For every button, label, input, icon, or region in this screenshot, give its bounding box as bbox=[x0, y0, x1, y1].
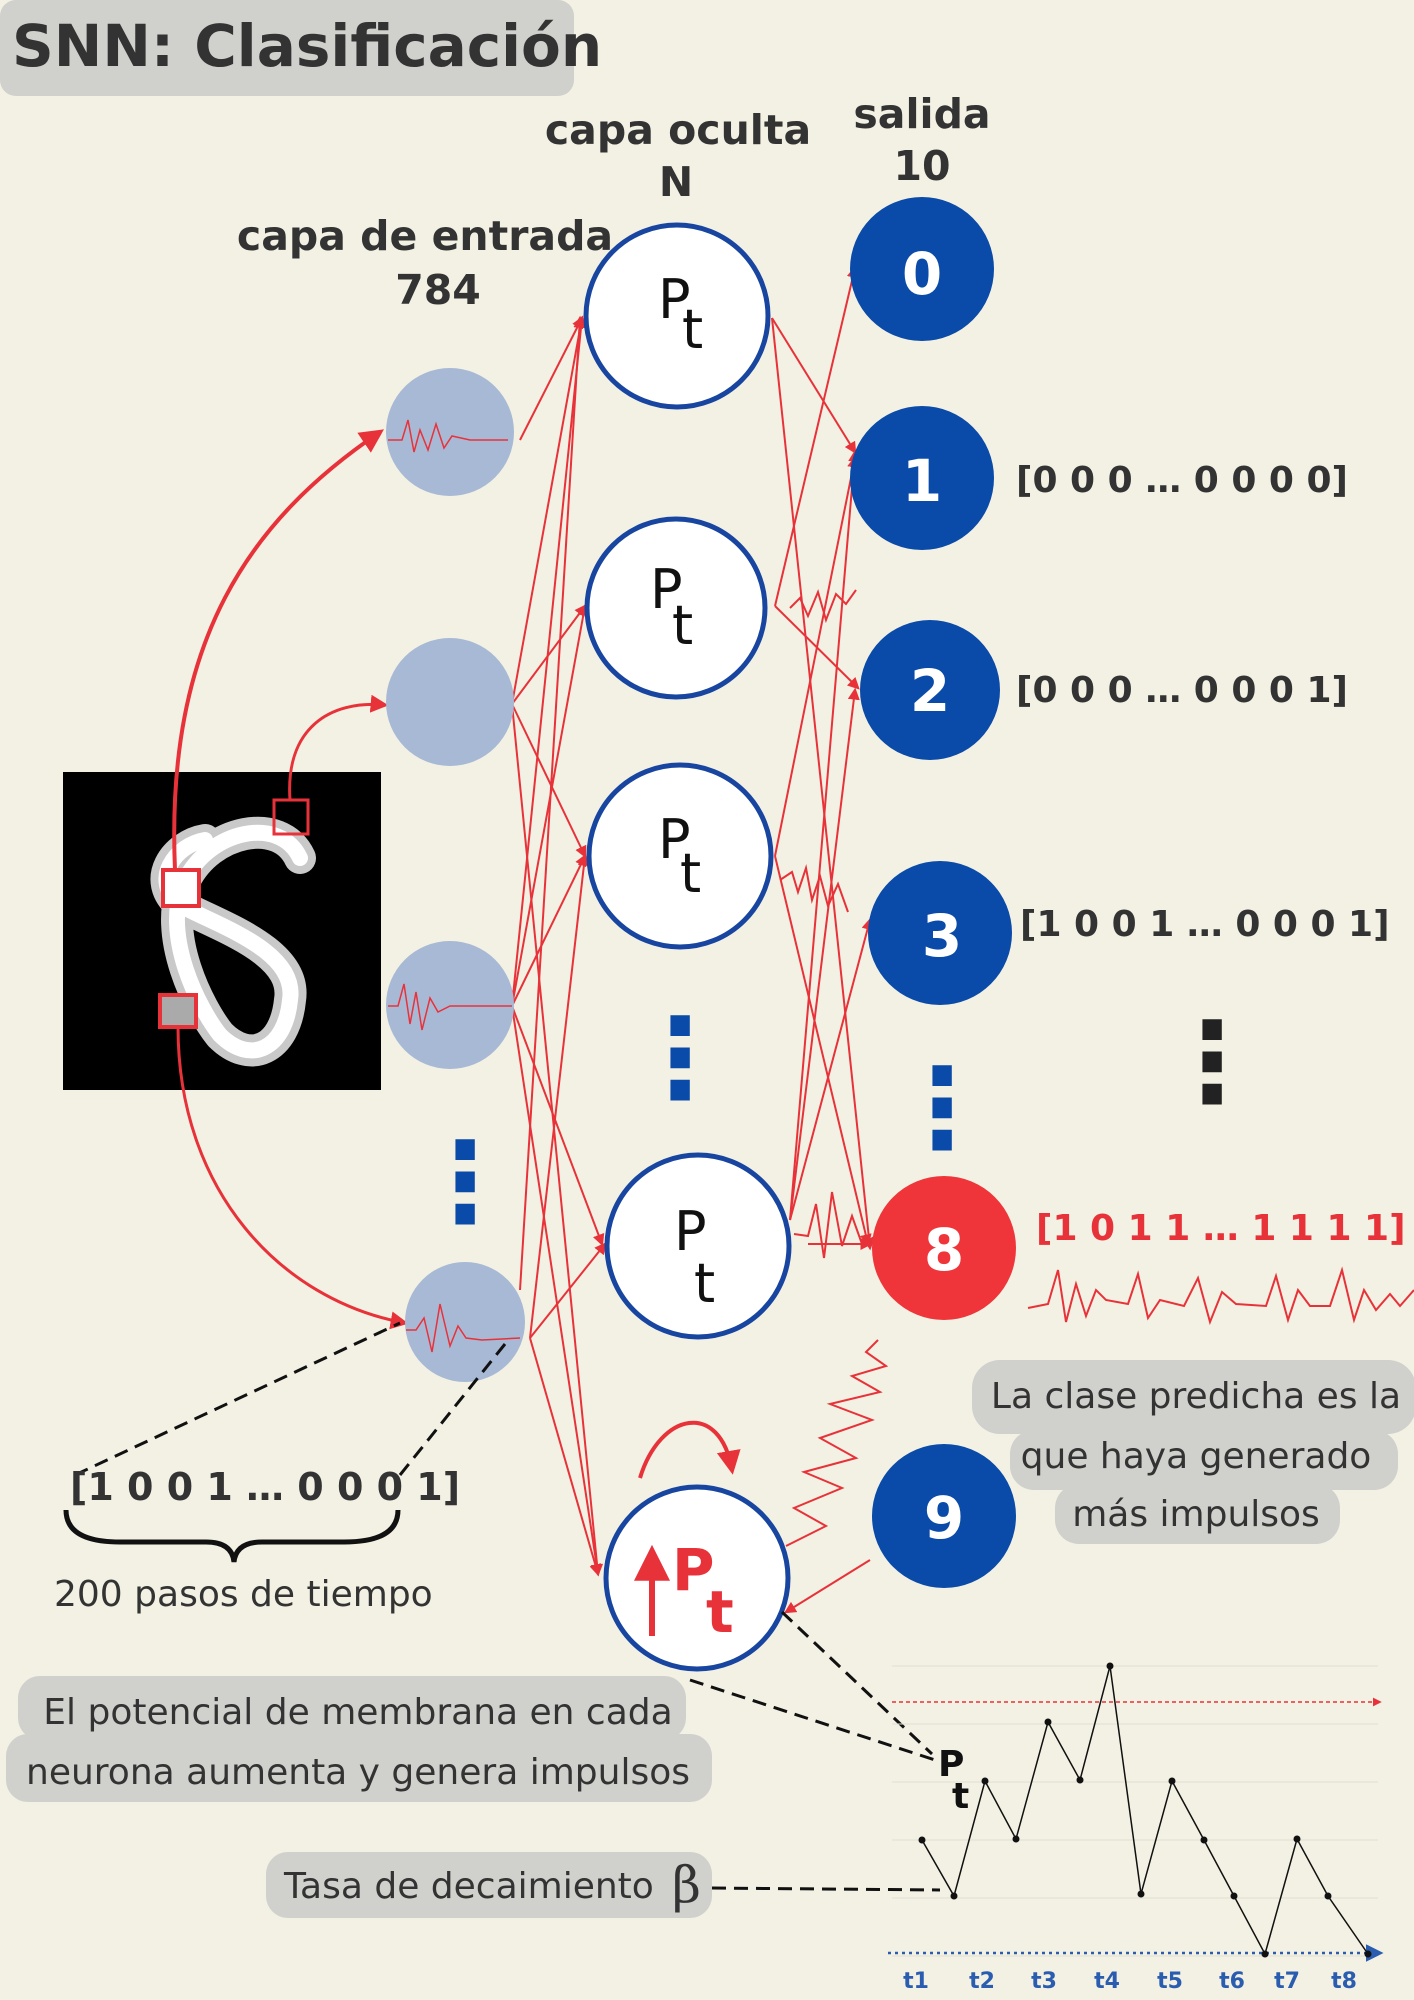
plot-label: P bbox=[938, 1744, 964, 1785]
output-neurons: 0 1 2 3 8 9 bbox=[850, 197, 1016, 1588]
membrane-potential-plot: P t t1 t2 t3 t4 t5 t6 t7 t8 bbox=[888, 1662, 1384, 1994]
output-neuron-2 bbox=[860, 620, 1000, 760]
svg-text:9: 9 bbox=[924, 1484, 964, 1552]
svg-text:P: P bbox=[674, 1200, 707, 1263]
time-tick: t3 bbox=[1031, 1969, 1057, 1994]
time-tick: t8 bbox=[1331, 1969, 1357, 1994]
svg-text:t: t bbox=[694, 1252, 715, 1315]
output-neuron-1 bbox=[850, 406, 994, 550]
time-tick: t5 bbox=[1157, 1969, 1183, 1994]
time-tick: t1 bbox=[903, 1969, 929, 1994]
hidden-neuron-labels: P t P t P t P t bbox=[650, 268, 715, 1315]
spike-vector-2: [0 0 0 … 0 0 0 1] bbox=[1016, 670, 1348, 711]
hidden-layer-size: N bbox=[659, 158, 693, 206]
svg-text:El potencial de membrana en ca: El potencial de membrana en cada bbox=[43, 1692, 672, 1733]
svg-text:t: t bbox=[680, 842, 701, 905]
hidden-neuron bbox=[583, 222, 771, 410]
output-ellipsis: ⋮ bbox=[887, 1044, 997, 1172]
mnist-digit-image bbox=[63, 772, 381, 1090]
svg-text:P: P bbox=[658, 808, 691, 871]
svg-text:P: P bbox=[658, 268, 691, 331]
output-layer-size: 10 bbox=[893, 142, 950, 190]
svg-text:1: 1 bbox=[902, 447, 942, 515]
potential-points bbox=[918, 1662, 1372, 1958]
pixel-input-arrows bbox=[172, 429, 409, 1330]
active-neuron-label-sub: t bbox=[706, 1578, 734, 1646]
title-pill bbox=[0, 0, 574, 96]
svg-text:0: 0 bbox=[902, 240, 942, 308]
connection-spike-trains bbox=[779, 588, 1414, 1547]
svg-text:La clase predicha es la: La clase predicha es la bbox=[991, 1376, 1401, 1417]
dashed-link bbox=[780, 1610, 934, 1756]
plot-gridlines bbox=[892, 1665, 1378, 1957]
beta-symbol: β bbox=[672, 1856, 701, 1914]
svg-text:que haya generado: que haya generado bbox=[1021, 1436, 1372, 1477]
self-loop-arrow bbox=[638, 1420, 741, 1479]
predicted-class-callout: La clase predicha es la que haya generad… bbox=[972, 1360, 1414, 1544]
output-neuron-9 bbox=[872, 1444, 1016, 1588]
output-neuron-3 bbox=[868, 861, 1012, 1005]
plot-label-sub: t bbox=[952, 1776, 969, 1817]
active-neuron-label: P bbox=[672, 1536, 715, 1604]
pixel-marker-middle bbox=[161, 868, 201, 908]
input-neuron bbox=[386, 638, 514, 766]
hidden-layer-header: capa oculta bbox=[545, 106, 811, 154]
hidden-ellipsis: ⋮ bbox=[625, 994, 735, 1122]
membrane-callout: El potencial de membrana en cada neurona… bbox=[6, 1676, 712, 1802]
hidden-neuron bbox=[586, 762, 774, 950]
spike-vector-8: [1 0 1 1 … 1 1 1 1] bbox=[1036, 1208, 1406, 1249]
hidden-output-connections bbox=[771, 265, 875, 1614]
svg-text:2: 2 bbox=[910, 657, 950, 725]
input-neuron bbox=[405, 1262, 525, 1382]
input-neuron bbox=[386, 368, 514, 496]
svg-text:Tasa de decaimiento: Tasa de decaimiento bbox=[283, 1866, 654, 1907]
dashed-link bbox=[711, 1886, 941, 1892]
pixel-marker-bottom bbox=[158, 993, 198, 1029]
svg-text:t: t bbox=[672, 594, 693, 657]
input-layer-size: 784 bbox=[395, 266, 481, 314]
dashed-link bbox=[398, 1343, 507, 1476]
input-hidden-connections bbox=[511, 315, 607, 1577]
svg-text:P: P bbox=[650, 558, 683, 621]
svg-text:8: 8 bbox=[924, 1216, 964, 1284]
time-steps-label: 200 pasos de tiempo bbox=[54, 1574, 433, 1615]
time-tick: t4 bbox=[1094, 1969, 1120, 1994]
input-neurons bbox=[386, 368, 525, 1382]
input-neuron bbox=[386, 941, 514, 1069]
spike-vector-3: [1 0 0 1 … 0 0 0 1] bbox=[1020, 904, 1390, 945]
svg-text:más impulsos: más impulsos bbox=[1072, 1494, 1320, 1535]
time-ticks: t1 t2 t3 t4 t5 t6 t7 t8 bbox=[903, 1969, 1357, 1994]
input-spike-vector: [1 0 0 1 … 0 0 0 1] bbox=[70, 1465, 460, 1509]
time-tick: t2 bbox=[969, 1969, 995, 1994]
time-brace bbox=[63, 1509, 401, 1563]
potential-trace bbox=[921, 1665, 1369, 1957]
spike-vector-1: [0 0 0 … 0 0 0 0] bbox=[1016, 460, 1348, 501]
hidden-neurons bbox=[583, 222, 792, 1672]
hidden-neuron bbox=[604, 1152, 792, 1340]
input-layer-header: capa de entrada bbox=[237, 212, 613, 260]
output-neuron-8-winner bbox=[872, 1176, 1016, 1320]
page-title: SNN: Clasificación bbox=[12, 12, 602, 80]
svg-text:3: 3 bbox=[922, 902, 962, 970]
hidden-neuron bbox=[584, 516, 768, 700]
time-tick: t6 bbox=[1219, 1969, 1245, 1994]
time-tick: t7 bbox=[1274, 1969, 1300, 1994]
vector-ellipsis: ⋮ bbox=[1157, 998, 1267, 1126]
dashed-link bbox=[74, 1321, 401, 1477]
input-ellipsis: ⋮ bbox=[410, 1118, 520, 1246]
pixel-marker-top bbox=[272, 798, 310, 836]
decay-callout: Tasa de decaimiento β bbox=[266, 1852, 712, 1918]
svg-text:neurona aumenta y genera impul: neurona aumenta y genera impulsos bbox=[26, 1752, 690, 1793]
svg-text:t: t bbox=[682, 298, 703, 361]
output-neuron-0 bbox=[850, 197, 994, 341]
output-layer-header: salida bbox=[853, 90, 990, 138]
